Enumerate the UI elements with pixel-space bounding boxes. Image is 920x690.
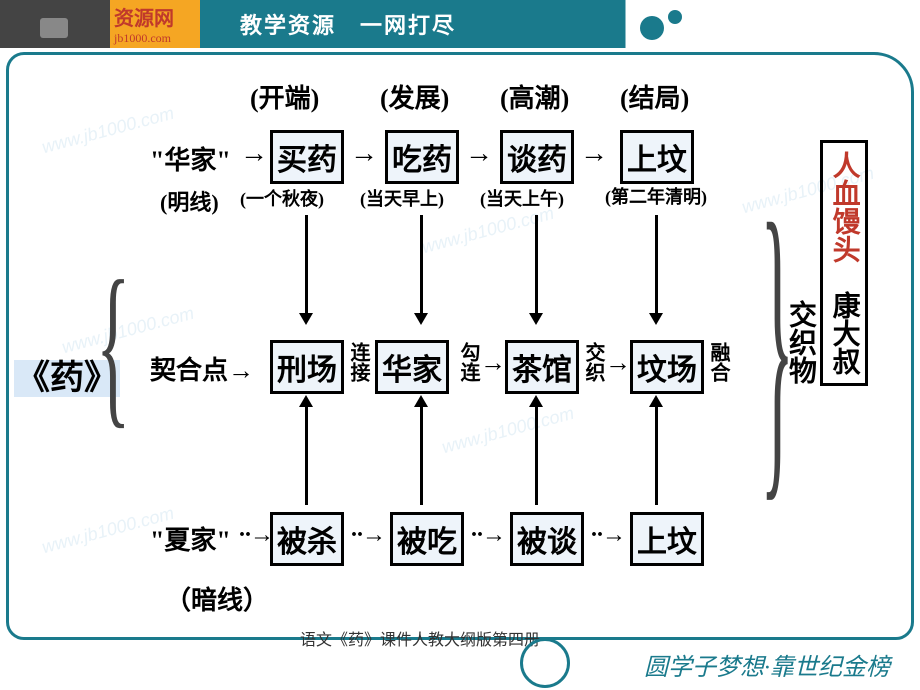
kang-text: 康大叔 <box>829 291 860 375</box>
xia-label: "夏家" <box>150 520 231 557</box>
stage-4: (结局) <box>620 78 689 115</box>
mantou-text: 人血馒头 <box>829 151 860 263</box>
logo-icon <box>40 18 68 38</box>
arrow-icon: → <box>580 138 608 170</box>
xia-box-3: 被谈 <box>510 512 584 566</box>
header-decoration <box>630 8 690 48</box>
arrow-up-icon <box>535 405 538 505</box>
time-4: (第二年清明) <box>605 183 707 209</box>
arrow-dotted-icon: ··→ <box>350 522 384 549</box>
mid-label: 契合点→ <box>150 350 254 387</box>
hua-box-3: 谈药 <box>500 130 574 184</box>
stage-3: (高潮) <box>500 78 569 115</box>
logo-area: 资源网 jb1000.com <box>0 0 110 48</box>
arrow-icon: → <box>465 138 493 170</box>
right-box: 人血馒头 康大叔 <box>820 140 868 386</box>
arrow-icon: → <box>240 138 268 170</box>
logo-text-area: 资源网 jb1000.com <box>110 0 200 48</box>
diagram: 《药》 { (开端) (发展) (高潮) (结局) "华家" (明线) → 买药… <box>10 60 910 650</box>
header-bar: 资源网 jb1000.com 教学资源 一网打尽 <box>0 0 920 48</box>
arrow-up-icon <box>420 405 423 505</box>
arrow-dotted-icon: ··→ <box>470 522 504 549</box>
xia-box-4: 上坟 <box>630 512 704 566</box>
arrow-down-icon <box>535 215 538 315</box>
time-2: (当天早上) <box>360 185 444 211</box>
mid-box-1: 刑场 <box>270 340 344 394</box>
arrow-down-icon <box>305 215 308 315</box>
brace-left: { <box>96 240 131 447</box>
arrow-icon: → <box>605 348 631 378</box>
conn-1: 连接 <box>348 342 368 382</box>
arrow-down-icon <box>420 215 423 315</box>
arrow-up-icon <box>305 405 308 505</box>
header-title: 教学资源 一网打尽 <box>240 8 456 40</box>
mid-box-4: 坟场 <box>630 340 704 394</box>
mid-box-3: 茶馆 <box>505 340 579 394</box>
stage-2: (发展) <box>380 78 449 115</box>
hua-sub: (明线) <box>160 185 219 217</box>
logo-text: 资源网 <box>114 8 174 30</box>
conn-2: 勾连 <box>458 342 478 382</box>
time-3: (当天上午) <box>480 185 564 211</box>
logo-url: jb1000.com <box>114 31 171 45</box>
stage-1: (开端) <box>250 78 319 115</box>
footer-circle-icon <box>520 638 570 688</box>
arrow-up-icon <box>655 405 658 505</box>
jiaozhi-label: 交织物 <box>780 300 820 384</box>
mid-box-2: 华家 <box>375 340 449 394</box>
hua-box-4: 上坟 <box>620 130 694 184</box>
arrow-icon: → <box>480 348 506 378</box>
time-1: (一个秋夜) <box>240 185 324 211</box>
xia-box-2: 被吃 <box>390 512 464 566</box>
xia-box-1: 被杀 <box>270 512 344 566</box>
hua-label: "华家" <box>150 140 231 177</box>
arrow-dotted-icon: ··→ <box>238 522 272 549</box>
footer-slogan: 圆学子梦想·靠世纪金榜 <box>644 647 890 682</box>
conn-4: 融合 <box>708 342 728 382</box>
arrow-dotted-icon: ··→ <box>590 522 624 549</box>
hua-box-2: 吃药 <box>385 130 459 184</box>
hua-box-1: 买药 <box>270 130 344 184</box>
conn-3: 交织 <box>583 342 603 382</box>
arrow-icon: → <box>350 138 378 170</box>
xia-sub: （暗线） <box>165 580 269 617</box>
footer-caption: 语文《药》课件人教大纲版第四册 <box>300 626 540 650</box>
arrow-down-icon <box>655 215 658 315</box>
